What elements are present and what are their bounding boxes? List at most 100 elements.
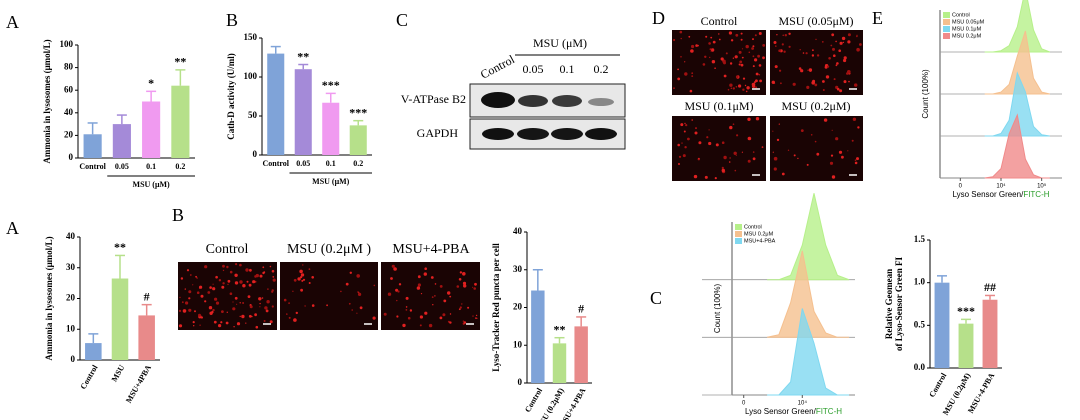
cell-puncta xyxy=(781,172,785,176)
cell-puncta xyxy=(773,41,777,44)
y-tick-label: 0 xyxy=(518,377,523,387)
cell-puncta xyxy=(781,43,784,46)
cell-puncta xyxy=(258,297,262,301)
image-label: Control xyxy=(701,14,738,28)
cell-puncta xyxy=(311,304,315,307)
significance-label: ** xyxy=(554,322,566,336)
significance-label: *** xyxy=(322,78,340,92)
cell-puncta xyxy=(398,283,402,286)
y-tick-label: 1.0 xyxy=(914,277,926,287)
cell-puncta xyxy=(843,80,847,84)
cell-puncta xyxy=(247,295,251,298)
cell-puncta xyxy=(684,146,687,149)
cell-puncta xyxy=(196,277,198,279)
cell-puncta xyxy=(704,55,707,58)
cell-puncta xyxy=(814,83,818,87)
cell-puncta xyxy=(475,314,478,317)
cell-puncta xyxy=(229,270,233,274)
cell-puncta xyxy=(239,280,243,284)
cell-puncta xyxy=(396,299,398,302)
cell-puncta xyxy=(831,129,833,131)
cell-puncta xyxy=(242,284,246,288)
cell-puncta xyxy=(225,321,229,325)
cell-puncta xyxy=(708,141,712,146)
bar xyxy=(294,69,312,155)
cell-puncta xyxy=(811,81,815,85)
bar xyxy=(112,124,131,158)
cell-puncta xyxy=(463,284,467,288)
cell-puncta xyxy=(271,305,274,308)
cell-puncta xyxy=(263,320,266,322)
y-tick-label: 40 xyxy=(66,231,76,241)
cell-puncta xyxy=(740,32,743,35)
cell-puncta xyxy=(729,62,733,65)
cell-puncta xyxy=(239,302,241,304)
y-tick-label: 20 xyxy=(513,302,523,312)
cell-puncta xyxy=(822,80,825,83)
cell-puncta xyxy=(340,290,342,293)
y-tick-label: 40 xyxy=(513,226,523,236)
histogram-area xyxy=(984,71,1050,137)
cell-puncta xyxy=(775,45,777,47)
cell-puncta xyxy=(232,307,236,311)
cell-puncta xyxy=(683,130,686,133)
blot-title: MSU (μM) xyxy=(533,36,587,50)
cell-puncta xyxy=(729,83,733,87)
cell-puncta xyxy=(259,302,261,305)
panel-letter: C xyxy=(396,10,408,30)
x-axis-label: Lyso Sensor Green/FITC-H xyxy=(745,407,842,416)
y-axis-label: of Lyso-Sensor Green FI xyxy=(894,257,904,351)
cell-puncta xyxy=(800,69,804,73)
cell-puncta xyxy=(718,38,721,41)
cell-puncta xyxy=(690,49,694,53)
cell-puncta xyxy=(825,75,830,79)
cell-puncta xyxy=(234,273,238,277)
cell-puncta xyxy=(428,323,433,328)
cell-puncta xyxy=(852,117,857,122)
cell-puncta xyxy=(728,161,731,163)
cell-puncta xyxy=(461,303,463,305)
x-tick-label: MSU+4PBA xyxy=(124,363,153,404)
cell-puncta xyxy=(746,86,750,90)
cell-puncta xyxy=(212,308,215,312)
cell-puncta xyxy=(806,85,810,89)
cell-puncta xyxy=(204,265,208,269)
cell-puncta xyxy=(449,313,452,315)
cell-puncta xyxy=(194,310,196,313)
panel-letter: D xyxy=(652,8,665,28)
lane-label: 0.05 xyxy=(523,62,544,76)
cell-puncta xyxy=(226,267,228,269)
cell-puncta xyxy=(351,309,354,311)
cell-puncta xyxy=(300,273,305,277)
legend-label: Control xyxy=(952,12,970,18)
cell-puncta xyxy=(742,88,745,91)
cell-puncta xyxy=(712,40,716,44)
cell-puncta xyxy=(721,168,725,173)
cell-puncta xyxy=(474,282,477,286)
cell-puncta xyxy=(838,49,841,52)
micrograph xyxy=(770,116,863,181)
cell-puncta xyxy=(221,285,225,289)
cell-puncta xyxy=(838,150,843,154)
cell-puncta xyxy=(681,142,683,144)
cell-puncta xyxy=(745,44,749,49)
cell-puncta xyxy=(248,283,252,287)
cell-puncta xyxy=(326,304,328,307)
cell-puncta xyxy=(698,157,700,160)
cell-puncta xyxy=(843,58,847,63)
cell-puncta xyxy=(472,315,474,317)
cell-puncta xyxy=(218,324,222,328)
cell-puncta xyxy=(824,65,828,69)
x-tick-label: MSU xyxy=(110,363,127,383)
cell-puncta xyxy=(178,309,182,312)
cell-puncta xyxy=(839,89,843,93)
cell-puncta xyxy=(443,299,447,303)
y-tick-label: 50 xyxy=(248,110,258,120)
legend-swatch xyxy=(943,26,950,32)
x-tick-label: Control xyxy=(262,159,289,168)
image-label: MSU+4-PBA xyxy=(392,242,470,257)
x-axis-label-part: Lyso Sensor Green/ xyxy=(745,407,817,416)
bar xyxy=(349,125,367,155)
cell-puncta xyxy=(462,272,466,276)
cell-puncta xyxy=(209,311,213,315)
